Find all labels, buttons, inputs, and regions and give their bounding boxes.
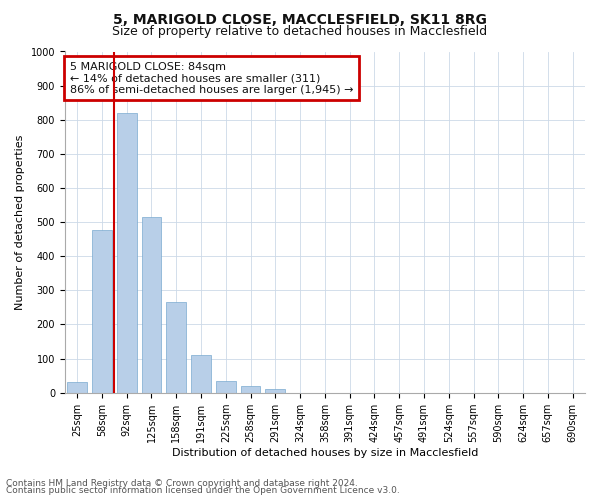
Bar — [265, 390, 285, 392]
X-axis label: Distribution of detached houses by size in Macclesfield: Distribution of detached houses by size … — [172, 448, 478, 458]
Bar — [117, 113, 137, 392]
Y-axis label: Number of detached properties: Number of detached properties — [15, 134, 25, 310]
Text: Contains public sector information licensed under the Open Government Licence v3: Contains public sector information licen… — [6, 486, 400, 495]
Bar — [142, 217, 161, 392]
Bar — [92, 230, 112, 392]
Bar — [191, 355, 211, 393]
Bar — [241, 386, 260, 392]
Text: Contains HM Land Registry data © Crown copyright and database right 2024.: Contains HM Land Registry data © Crown c… — [6, 478, 358, 488]
Text: Size of property relative to detached houses in Macclesfield: Size of property relative to detached ho… — [112, 25, 488, 38]
Bar — [67, 382, 87, 392]
Bar — [166, 302, 186, 392]
Bar — [216, 381, 236, 392]
Text: 5 MARIGOLD CLOSE: 84sqm
← 14% of detached houses are smaller (311)
86% of semi-d: 5 MARIGOLD CLOSE: 84sqm ← 14% of detache… — [70, 62, 353, 95]
Text: 5, MARIGOLD CLOSE, MACCLESFIELD, SK11 8RG: 5, MARIGOLD CLOSE, MACCLESFIELD, SK11 8R… — [113, 12, 487, 26]
